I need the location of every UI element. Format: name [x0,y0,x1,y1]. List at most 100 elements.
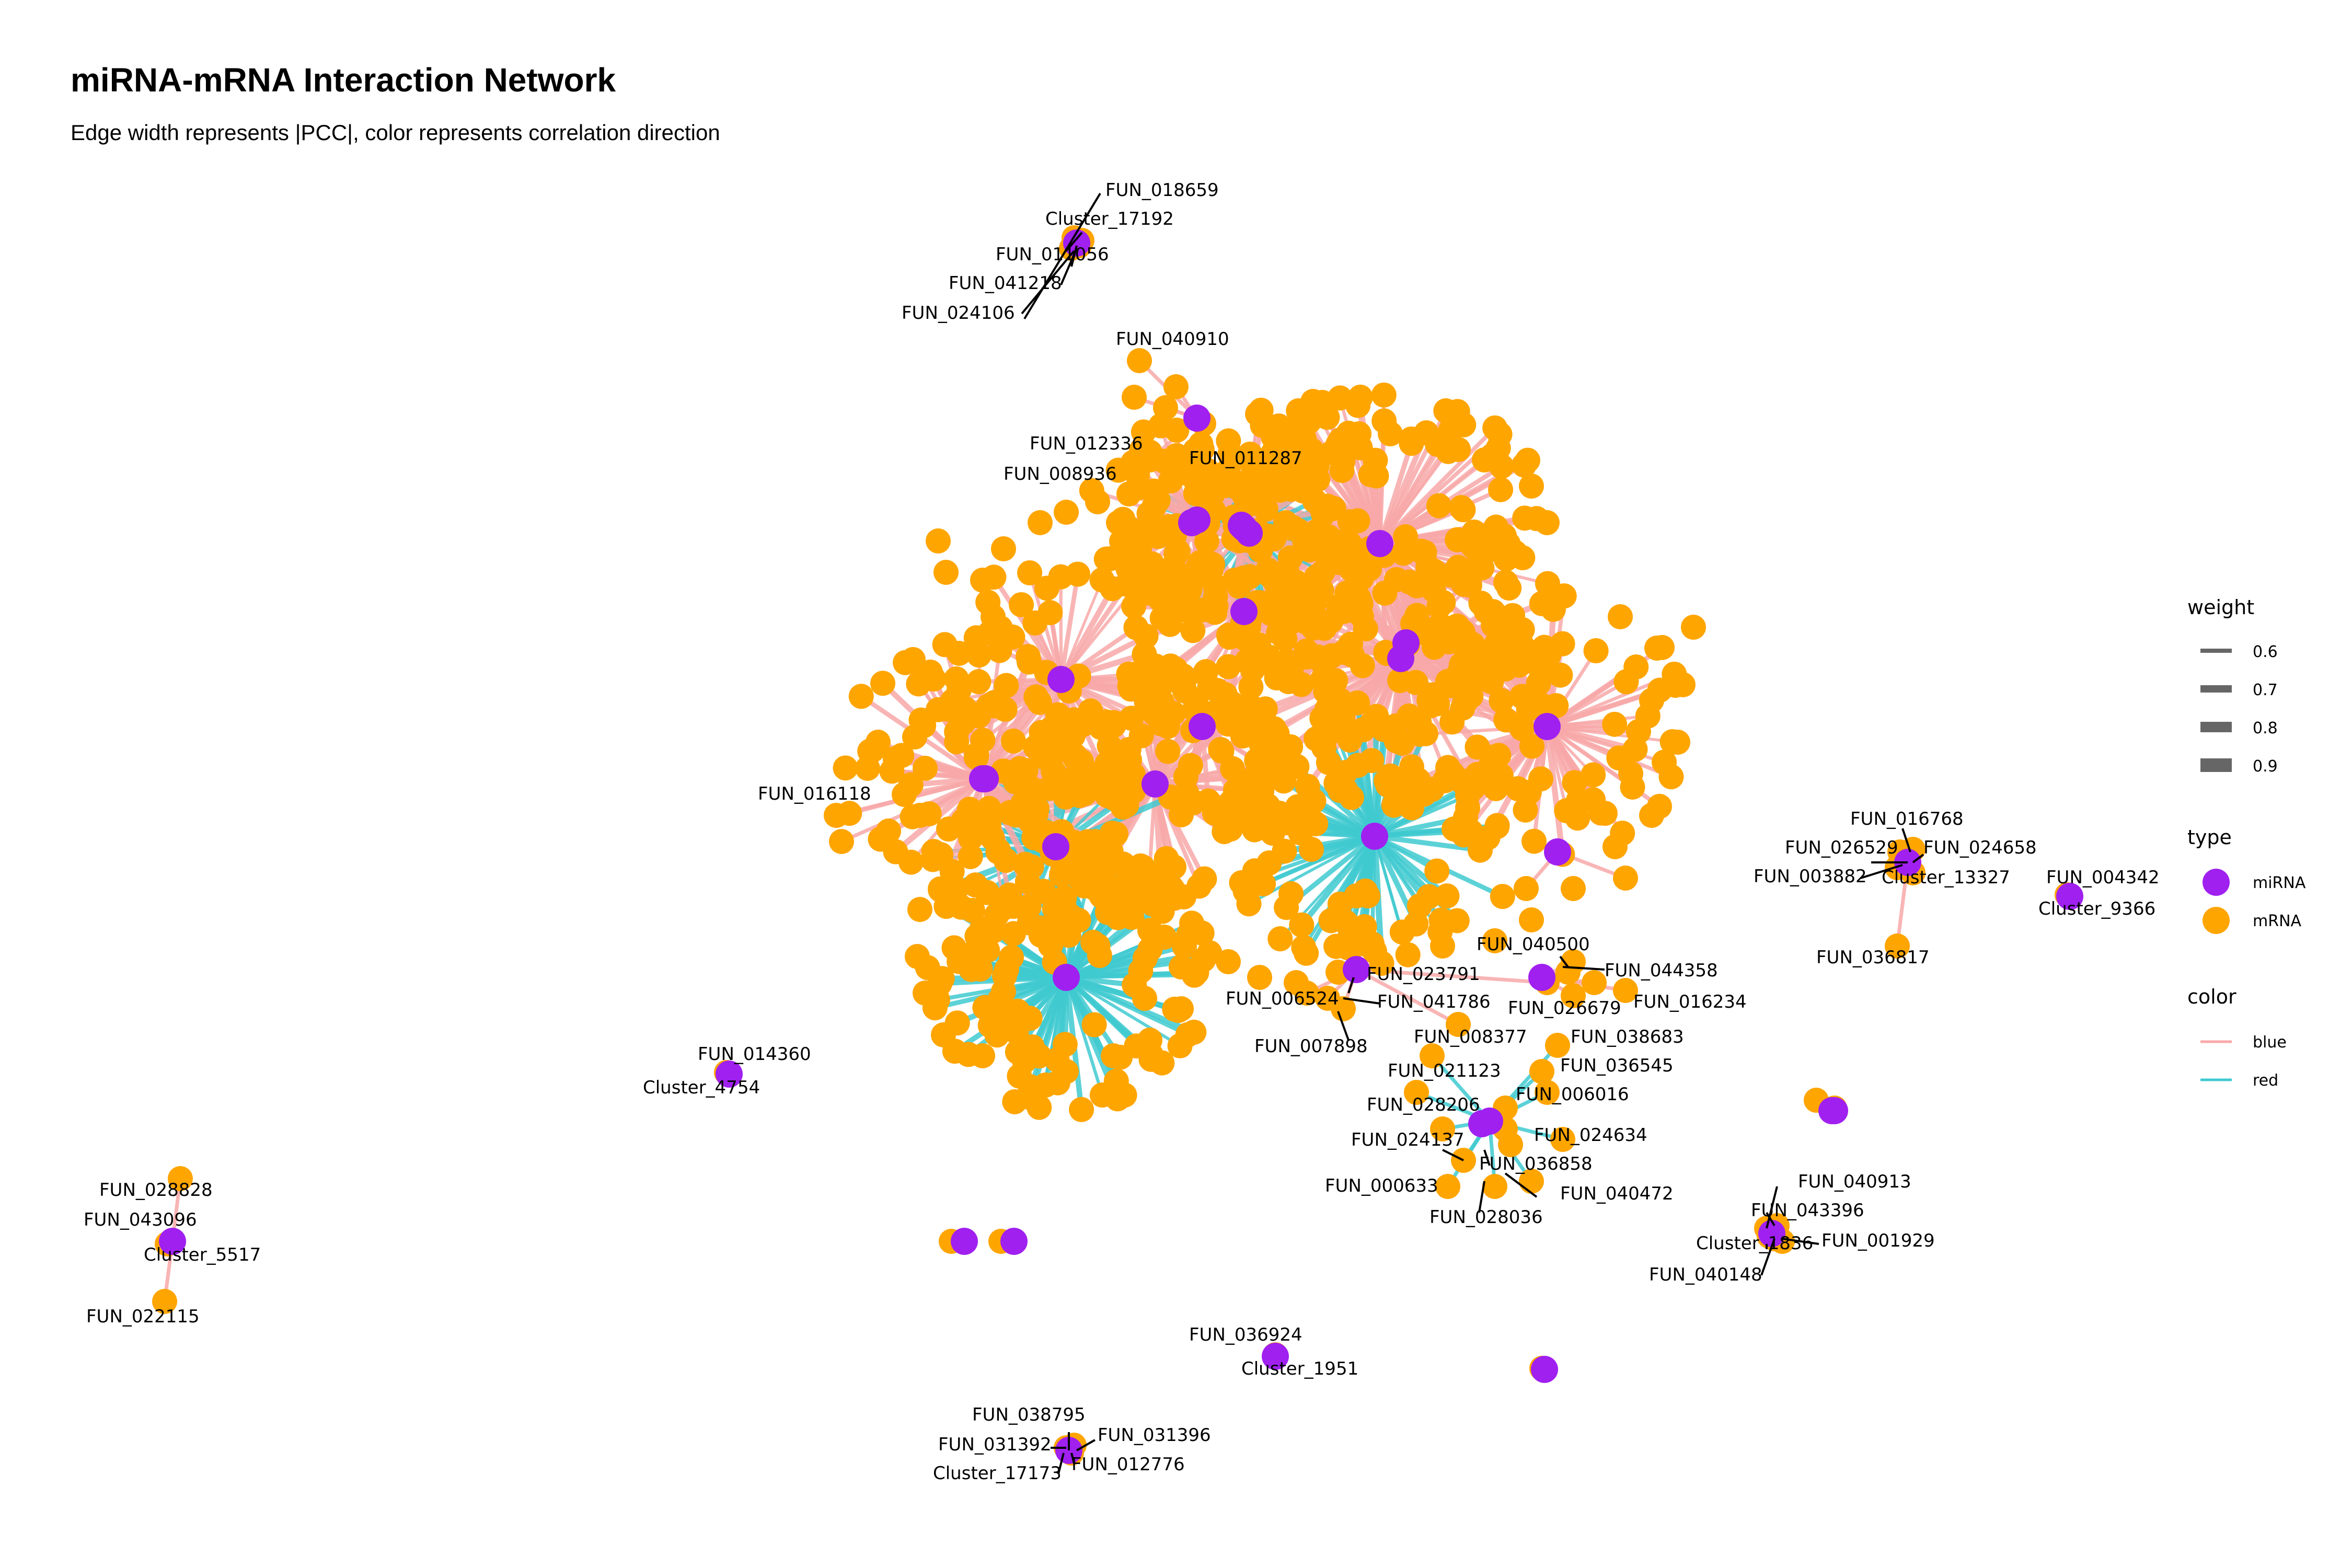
mrna-node [1163,541,1189,567]
mrna-node [1450,497,1476,523]
mrna-node [913,981,938,1006]
legend-type-swatch [2203,869,2230,896]
mrna-node [1465,734,1490,760]
node-label: Cluster_13327 [1882,867,2010,888]
mirna-node [1000,1228,1028,1255]
mrna-node [1191,597,1217,622]
mrna-node [1362,939,1387,964]
mrna-node [1181,789,1206,815]
mrna-node [984,1022,1010,1048]
mrna-node [1387,668,1413,694]
mrna-node [1550,631,1575,656]
node-label: FUN_012336 [1030,433,1143,454]
node-label: FUN_036817 [1816,947,1930,968]
node-label: Cluster_5517 [144,1244,261,1265]
mrna-node [1054,1059,1079,1084]
mrna-node [1272,838,1297,864]
mrna-node [1146,703,1171,729]
mrna-node [1116,481,1142,506]
mrna-node [1027,1094,1052,1120]
mrna-node [970,1043,995,1068]
node-label: FUN_008377 [1414,1027,1527,1047]
mrna-node [1482,1174,1507,1199]
mrna-node [1315,405,1340,430]
mrna-node [1228,800,1254,825]
node-label: FUN_038795 [972,1404,1086,1425]
mirna-node [1544,838,1571,866]
mrna-node [1543,693,1569,719]
mrna-node [1477,537,1503,562]
mrna-node [1169,954,1194,979]
mrna-node [1058,904,1084,929]
mrna-node [1561,876,1586,901]
mirna-node [159,1228,186,1255]
mrna-node [1122,385,1147,410]
mrna-node [1496,575,1522,601]
node-layer [152,225,2083,1466]
legend-color-items: blue red [2200,1033,2287,1090]
mirna-node [1818,1097,1846,1124]
mrna-node [1294,981,1319,1006]
mrna-node [1447,660,1472,685]
legend-type-label: miRNA [2253,874,2306,892]
mrna-node [933,560,959,585]
mrna-node [1137,918,1162,943]
mrna-node [1003,802,1029,828]
mrna-node [1885,933,1910,959]
node-label: Cluster_17192 [1045,209,1174,229]
mrna-node [1323,770,1349,796]
node-label: Cluster_9366 [2038,898,2155,919]
mrna-node [855,756,880,781]
mrna-node [1263,450,1288,475]
mrna-node [1189,920,1215,946]
mrna-node [1237,693,1262,718]
mrna-node [987,987,1013,1012]
mrna-node [1284,754,1310,779]
node-label: FUN_026529 [1785,837,1898,858]
mrna-node [1623,654,1649,680]
mrna-node [1344,883,1369,909]
node-label: FUN_036545 [1560,1055,1674,1076]
node-label: FUN_016768 [1850,809,1964,829]
mrna-node [1298,791,1324,816]
mrna-node [999,944,1024,970]
mrna-node [1093,546,1119,572]
mrna-node [1200,552,1225,577]
mrna-node [1304,726,1329,752]
mrna-node [931,1022,956,1047]
mrna-node [1325,432,1351,457]
mrna-node [1153,395,1178,420]
node-label: FUN_031392 [938,1434,1052,1455]
mrna-node [1248,397,1274,423]
mrna-node [1514,876,1539,901]
mrna-node [1267,926,1293,952]
mrna-node [944,876,969,901]
mrna-node [1490,884,1515,909]
node-label: FUN_024106 [902,303,1015,324]
mrna-node [1276,563,1301,589]
mrna-node [1169,996,1194,1021]
mrna-node [1554,798,1579,824]
mrna-node [1157,667,1183,693]
mrna-node [1154,607,1180,633]
mrna-node [994,673,1019,698]
mrna-node [1561,983,1586,1008]
mrna-node [1054,500,1079,525]
mrna-node [1137,440,1162,465]
mrna-node [1613,978,1638,1003]
mrna-node [1639,803,1664,828]
mrna-node [1095,767,1121,792]
mrna-node [829,829,854,854]
mrna-node [1426,493,1451,518]
mrna-node [1209,738,1235,764]
mrna-node [1404,1080,1429,1105]
mrna-node [1106,510,1131,535]
mrna-node [1581,762,1606,788]
node-label: FUN_018659 [1105,180,1219,201]
chart-subtitle: Edge width represents |PCC|, color repre… [71,120,720,145]
mrna-node [876,818,901,844]
mrna-node [1016,894,1042,919]
mrna-node [1017,560,1043,585]
mrna-node [1582,970,1607,995]
